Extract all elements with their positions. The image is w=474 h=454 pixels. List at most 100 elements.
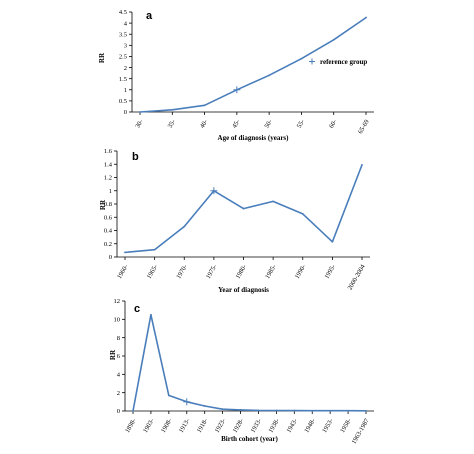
x-tick-label: 1970- — [175, 264, 189, 281]
x-tick-label: 1980- — [235, 264, 249, 281]
x-tick-label: 1938- — [267, 418, 281, 435]
data-point — [150, 313, 152, 316]
data-point — [203, 405, 206, 407]
reference-group-marker — [233, 86, 241, 94]
reference-group-marker — [210, 187, 218, 195]
data-point — [132, 410, 134, 412]
legend-marker-icon — [309, 58, 315, 65]
x-tick-label: 1965- — [146, 264, 160, 281]
data-point — [167, 394, 170, 397]
x-axis-title: Age of diagnosis (years) — [218, 134, 290, 142]
legend: reference group — [309, 58, 367, 66]
data-point — [171, 108, 174, 111]
x-tick-label: 1948- — [303, 418, 317, 435]
y-tick-label: 12 — [114, 298, 121, 305]
data-point — [365, 16, 367, 19]
data-point — [361, 164, 363, 166]
y-tick-label: 0.5 — [119, 98, 127, 105]
y-tick-label: 1.2 — [104, 175, 112, 182]
data-point — [239, 409, 242, 411]
y-axis-title: RR — [98, 52, 106, 63]
x-tick-label: 1975- — [205, 264, 219, 281]
data-point — [153, 248, 156, 251]
y-tick-label: 3.5 — [119, 31, 127, 38]
data-point — [139, 111, 141, 113]
x-tick-label: 45- — [231, 119, 241, 130]
data-point — [347, 409, 349, 412]
x-tick-label: 40- — [199, 119, 209, 130]
x-tick-label: 60- — [328, 119, 338, 130]
y-tick-label: 2 — [117, 390, 120, 397]
y-tick-label: 6 — [117, 353, 121, 360]
data-point — [311, 409, 314, 412]
y-tick-label: 3 — [124, 43, 127, 50]
panel-letter: c — [134, 303, 140, 315]
data-point — [124, 251, 126, 254]
x-tick-label: 2000-2004 — [347, 263, 368, 292]
panel-letter: a — [146, 10, 153, 22]
x-tick-label: 65-69 — [357, 119, 371, 136]
y-axis-title: RR — [109, 349, 117, 360]
x-axis-title: Birth cohort (year) — [221, 435, 278, 443]
y-tick-label: 0 — [109, 254, 112, 261]
panel-letter: b — [132, 151, 139, 163]
x-tick-label: 1928- — [232, 418, 246, 435]
y-tick-label: 0.2 — [104, 241, 112, 248]
data-point — [301, 213, 304, 215]
x-tick-label: 1963-1987 — [351, 417, 372, 446]
x-tick-label: 50- — [263, 119, 273, 130]
y-tick-label: 0.4 — [104, 228, 113, 235]
data-point — [293, 409, 296, 412]
data-point — [275, 409, 278, 412]
data-point — [183, 225, 186, 228]
x-tick-label: 1985- — [264, 264, 278, 281]
y-tick-label: 0.6 — [104, 214, 113, 221]
x-tick-label: 1953- — [321, 418, 335, 435]
x-tick-label: 1958- — [339, 418, 353, 435]
panel-b: 0 0.2 0.4 0.6 0.8 1 1.2 1.4 1.6 1960- 1965- 1970- 19… — [99, 148, 370, 294]
data-point — [242, 207, 245, 210]
legend-label: reference group — [320, 58, 367, 66]
data-point — [300, 57, 303, 60]
data-point — [272, 200, 275, 203]
x-tick-label: 1903- — [142, 418, 156, 435]
series-line — [139, 16, 367, 113]
data-point — [257, 409, 260, 412]
x-tick-label: 1913- — [178, 418, 192, 435]
y-tick-label: 1.4 — [104, 161, 113, 168]
y-axis-title: RR — [99, 199, 107, 210]
y-tick-label: 1 — [124, 87, 127, 94]
y-tick-label: 1 — [109, 188, 112, 195]
y-tick-label: 1.6 — [104, 148, 113, 155]
x-tick-label: 1918- — [196, 418, 210, 435]
y-tick-label: 4 — [124, 20, 128, 27]
x-axis-title: Year of diagnosis — [218, 286, 269, 294]
y-tick-label: 0 — [124, 109, 127, 116]
data-point — [268, 74, 271, 77]
panel-a: 0 0.5 1 1.5 2 2.5 3 3.5 4 4.5 30- 35- 40- 45- 50- 55- 60… — [98, 9, 374, 142]
x-tick-label: 1943- — [285, 418, 299, 435]
y-tick-label: 2.5 — [119, 54, 127, 61]
series-line — [132, 313, 367, 412]
reference-group-marker — [183, 398, 191, 406]
y-tick-label: 0 — [117, 408, 120, 415]
x-tick-label: 1923- — [214, 418, 228, 435]
panel-c: 0 2 4 6 8 10 12 1898- 1903- 1908- 1913- 1918- 1923- 1… — [109, 298, 374, 445]
x-tick-label: 1995- — [323, 264, 337, 281]
x-tick-label: 1898- — [124, 418, 138, 435]
y-tick-label: 1.5 — [119, 76, 127, 83]
y-tick-label: 2 — [124, 65, 127, 72]
x-tick-label: 30- — [134, 119, 144, 130]
x-tick-label: 1908- — [160, 418, 174, 435]
y-tick-label: 4.5 — [119, 9, 127, 16]
data-point — [329, 409, 332, 412]
x-tick-label: 55- — [296, 119, 306, 130]
data-point — [365, 409, 367, 412]
y-tick-label: 0.8 — [104, 201, 112, 208]
y-tick-label: 8 — [117, 335, 120, 342]
x-tick-label: 1990- — [294, 264, 308, 281]
y-tick-label: 4 — [117, 372, 121, 379]
data-point — [203, 104, 206, 107]
